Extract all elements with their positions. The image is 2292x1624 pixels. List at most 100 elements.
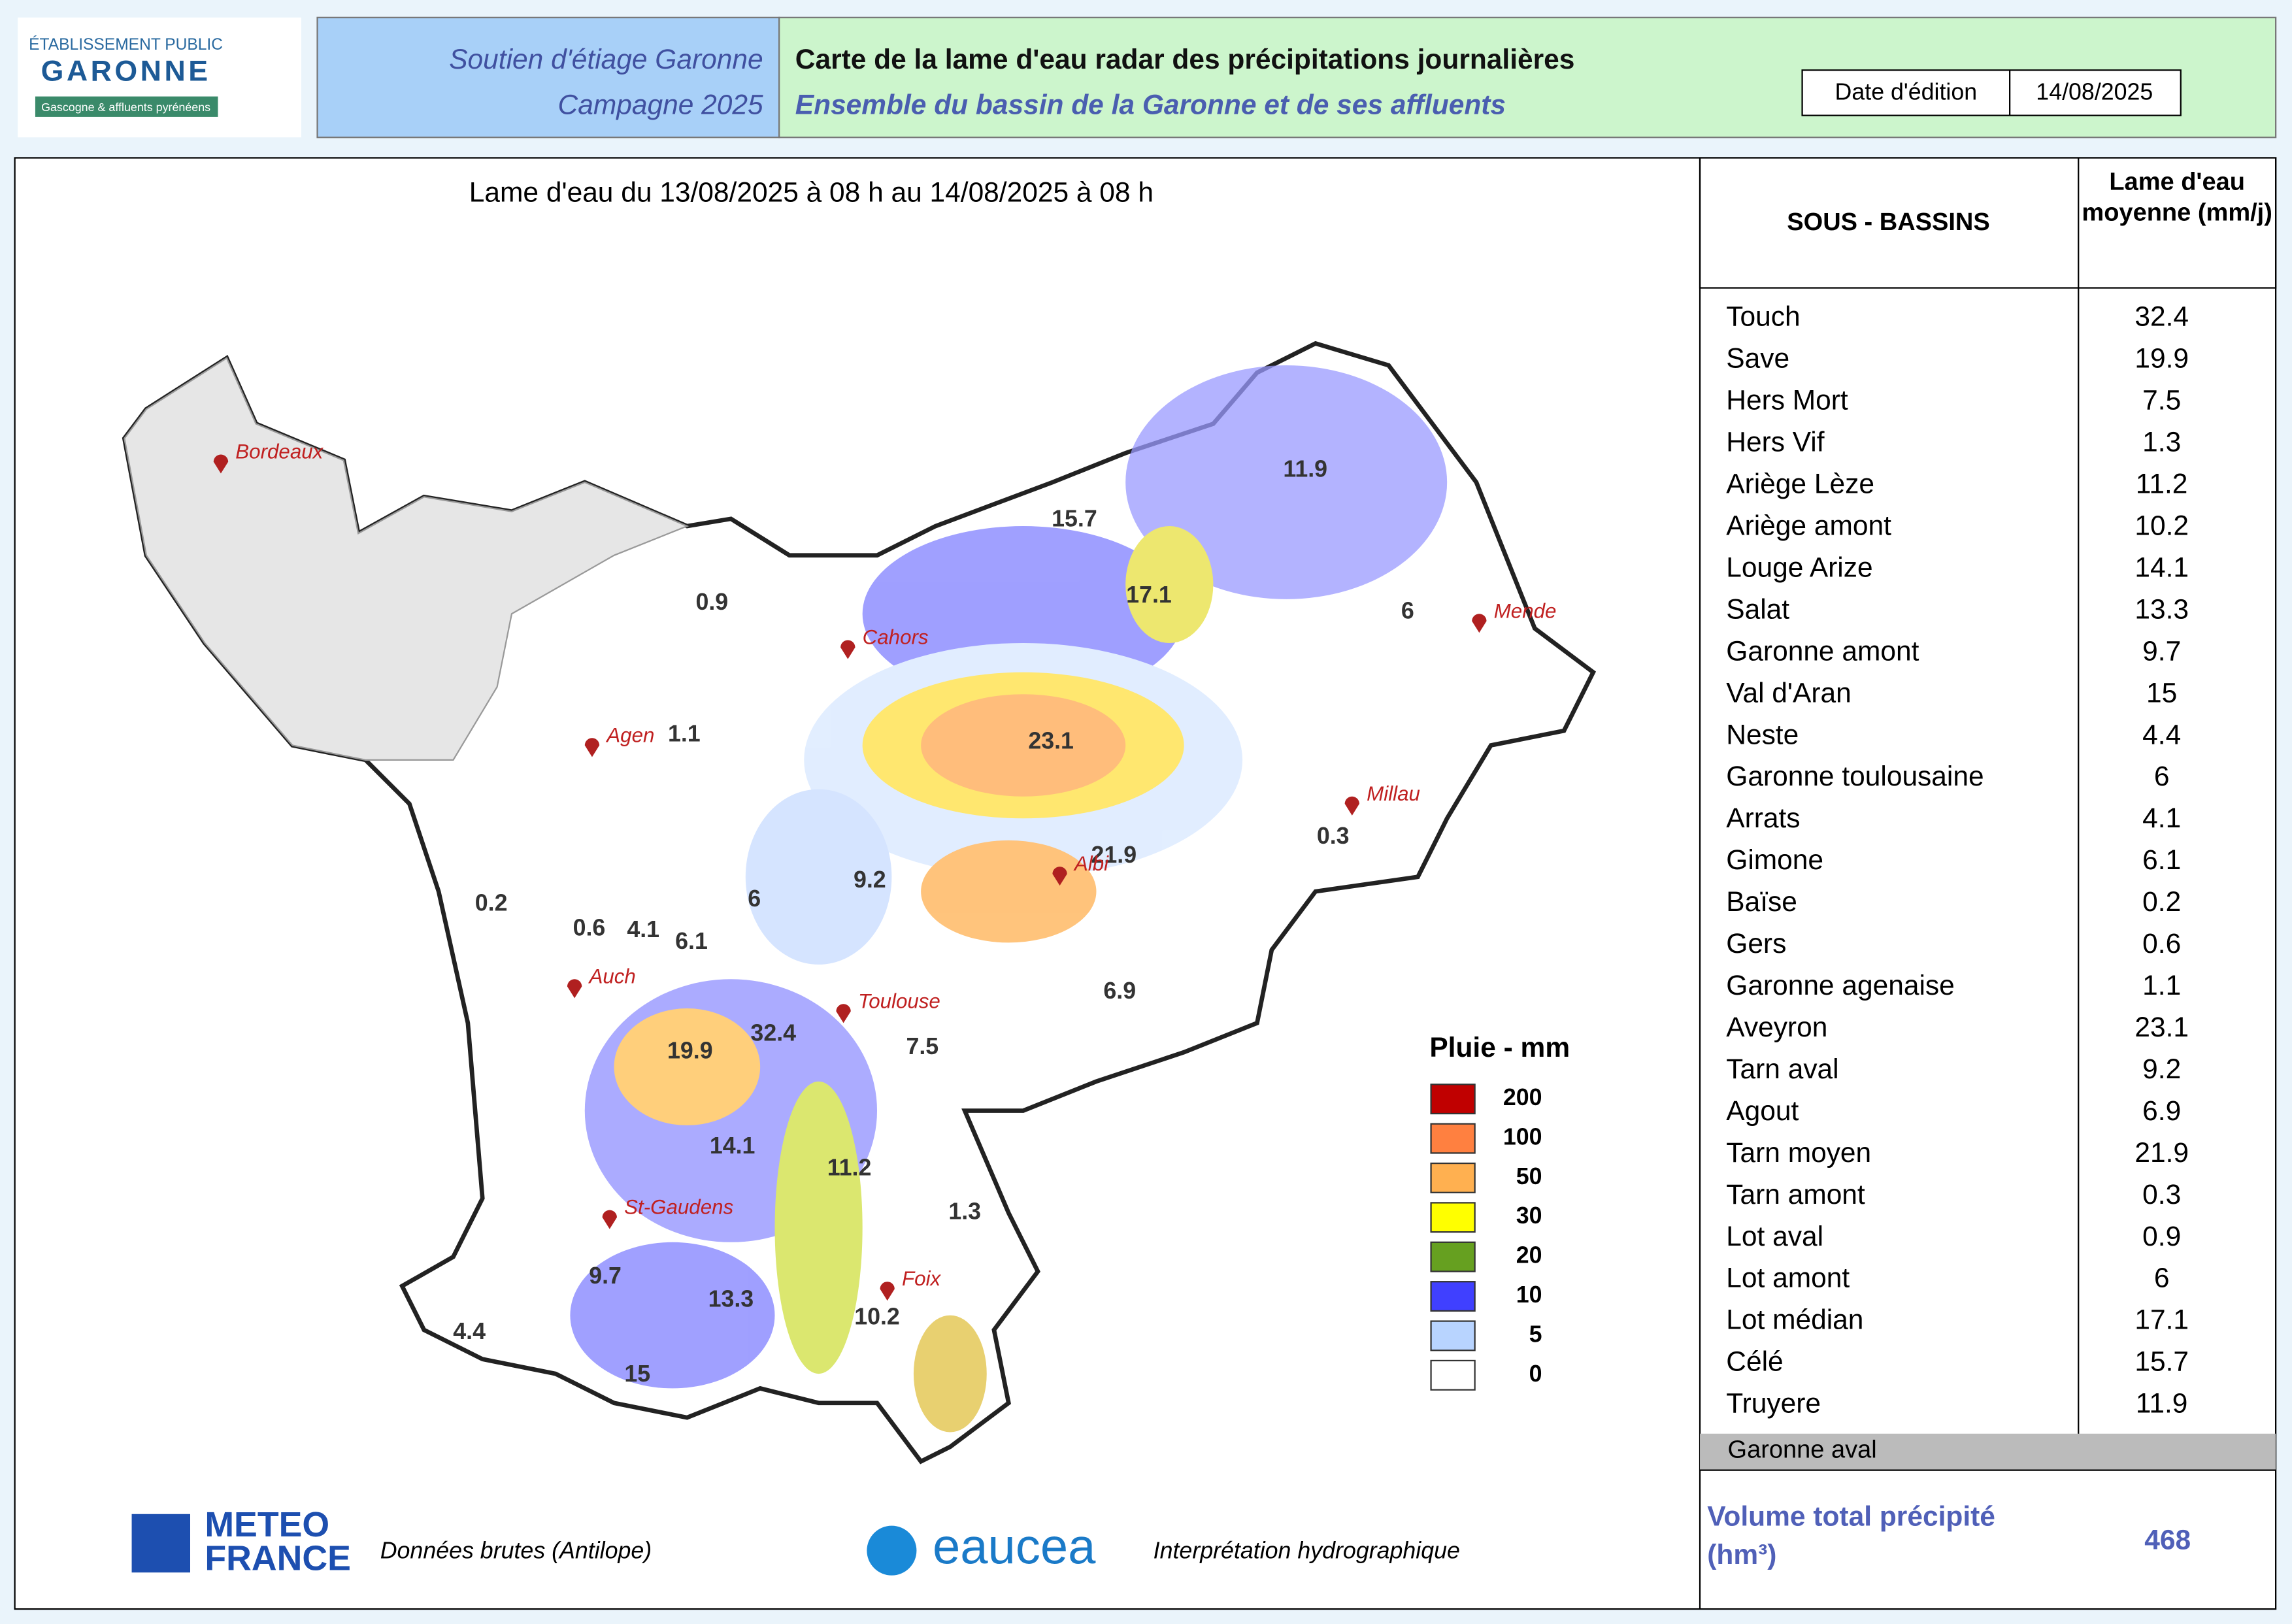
table-header [1699,157,2277,289]
map [122,340,1597,1465]
garonne-aval-zone [124,357,689,761]
row-name: Hers Vif [1726,427,1824,458]
campaign-text: Campagne 2025 [558,90,763,120]
city-label: Auch [588,965,635,987]
logo-box [18,17,301,138]
zone-value: 4.4 [453,1318,486,1344]
legend-swatch [1430,1084,1476,1115]
subtitle: Ensemble du bassin de la Garonne et de s… [795,90,1506,120]
zone-value: 13.3 [708,1286,754,1312]
row-value: 13.3 [2134,594,2189,625]
legend-label: 0 [1529,1361,1542,1387]
row-value: 1.3 [2142,427,2181,458]
city-label: Cahors [863,626,929,649]
row-value: 11.9 [2136,1389,2188,1419]
date-value: 14/08/2025 [2036,79,2153,105]
zone-value: 6 [1401,597,1414,623]
zone-value: 0.9 [695,589,728,615]
row-name: Truyere [1726,1389,1821,1419]
city-marker [213,454,229,474]
row-value: 0.2 [2142,887,2181,918]
row-value: 4.4 [2142,720,2181,750]
row-value: 6 [2154,1263,2170,1294]
zone-value: 14.1 [710,1133,756,1159]
logo-text: GARONNE [41,56,211,88]
total-cell: Volume total précipité (hm³) [1707,1502,1995,1571]
row-name: Lot aval [1726,1221,1823,1252]
row-name: Save [1726,344,1789,374]
row-name: Agout [1726,1096,1799,1127]
legend-label: 30 [1516,1202,1542,1229]
city-label: Foix [902,1267,941,1290]
row-name: Garonne agenaise [1726,970,1954,1001]
zone-value: 21.9 [1091,842,1137,868]
row-value: 15 [2146,678,2177,708]
city-marker [840,640,855,659]
zone-value: 11.9 [1283,456,1327,482]
row-value: 4.1 [2142,803,2181,834]
zone-value: 32.4 [750,1020,796,1046]
row-name: Tarn aval [1726,1054,1838,1085]
row-value: 14.1 [2134,552,2189,583]
legend-swatch [1430,1162,1476,1193]
row-value: 0.3 [2142,1180,2181,1210]
zone-value: 1.1 [668,720,701,746]
row-name: Salat [1726,594,1789,625]
row-name: Ariège Lèze [1726,469,1874,500]
zone-value: 0.3 [1317,823,1350,849]
city-marker [1052,867,1067,886]
row-name: Gimone [1726,845,1823,876]
row-value: 7.5 [2142,386,2181,416]
row-value: 9.7 [2142,636,2181,667]
city-marker [602,1210,617,1229]
city-label: Millau [1367,782,1420,805]
zone-value: 9.2 [854,867,886,893]
row-name: Arrats [1726,803,1800,834]
zone-value: 19.9 [667,1038,713,1064]
legend-label: 200 [1503,1084,1542,1110]
row-name: Neste [1726,720,1799,750]
legend-label: 20 [1516,1242,1542,1268]
eaucea-text: eaucea [933,1519,1096,1575]
zone-value: 0.2 [475,890,508,916]
row-name: Louge Arize [1726,552,1872,583]
legend-label: 50 [1516,1163,1542,1189]
row-name: Garonne amont [1726,636,1919,667]
city-label: Mende [1494,599,1557,622]
footer-row [1700,1433,2276,1470]
eaucea-logo [867,1525,917,1576]
table-header-text: SOUS - BASSINS [1787,208,1989,236]
row-name: Lot médian [1726,1305,1863,1336]
city-label: Bordeaux [235,440,324,463]
period: Lame d'eau du 13/08/2025 à 08 h au 14/08… [469,178,1154,208]
row-name: Baïse [1726,887,1797,918]
city-label: Albi [1073,852,1109,875]
row-name: Gers [1726,929,1786,959]
row-value: 19.9 [2134,344,2189,374]
zone-value: 15 [624,1361,650,1387]
footer-row-text: Garonne aval [1728,1436,1877,1464]
city-marker [567,979,582,999]
city-marker [1344,796,1359,816]
meteo-logo [131,1514,190,1573]
zone-value: 23.1 [1028,727,1074,754]
row-value: 9.2 [2142,1054,2181,1085]
row-name: Aveyron [1726,1012,1827,1043]
legend-swatch [1430,1123,1476,1154]
zone-value: 9.7 [589,1263,622,1289]
legend-swatch [1430,1202,1476,1233]
zone-value: 10.2 [854,1304,900,1330]
zone-value: 0.6 [573,915,606,941]
row-name: Hers Mort [1726,386,1848,416]
legend-label: 5 [1529,1321,1542,1347]
row-value: 6.9 [2142,1096,2181,1127]
city-label: St-Gaudens [624,1196,733,1219]
row-value: 32.4 [2134,302,2189,333]
title: Carte de la lame d'eau radar des précipi… [795,44,1575,75]
city-label: Agen [605,723,654,746]
campaign-text: Soutien d'étiage Garonne [449,44,763,75]
legend-swatch [1430,1241,1476,1272]
row-name: Ariège amont [1726,511,1891,542]
